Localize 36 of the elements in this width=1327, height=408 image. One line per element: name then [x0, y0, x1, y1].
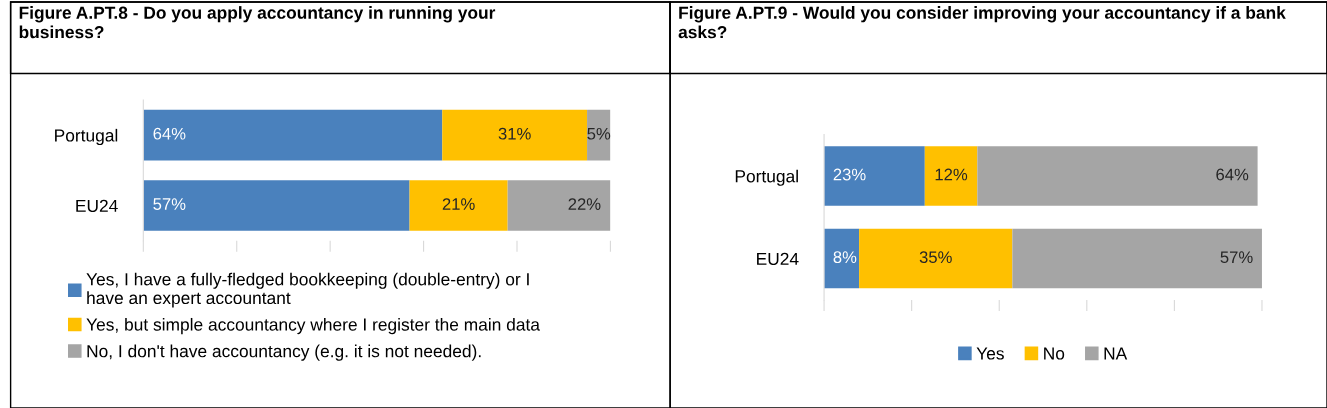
bar — [859, 228, 1013, 289]
legend-label: No — [1044, 347, 1065, 360]
data-label: 23% — [833, 168, 866, 181]
data-label: 31% — [498, 127, 531, 140]
bar — [924, 146, 978, 206]
legend-label: Yes, I have a fully-fledged bookkeeping (double-entry) or I have an expert accountant — [86, 272, 529, 308]
chart-title: Figure A.PT.9 - Would you consider improving your accountancy if a bank asks? — [678, 6, 1286, 39]
y-tick-label: EU24 — [757, 252, 799, 266]
chart-title: Figure A.PT.8 - Do you apply accountancy in running your business? — [19, 6, 496, 39]
bar — [1012, 228, 1262, 289]
data-label: 5% — [587, 127, 611, 140]
y-tick-label: Portugal — [735, 169, 798, 186]
bar — [143, 109, 443, 161]
bar — [824, 228, 860, 289]
legend-label: Yes — [976, 347, 1004, 360]
y-tick-label: Portugal — [55, 128, 118, 146]
bar — [977, 146, 1258, 206]
bar — [143, 180, 410, 231]
data-label: 57% — [1220, 251, 1253, 264]
data-label: 22% — [568, 198, 601, 210]
legend-label: Yes, but simple accountancy where I register the main data — [86, 317, 540, 335]
bar — [442, 109, 588, 161]
data-label: 64% — [1216, 168, 1249, 181]
y-tick-label: EU24 — [76, 199, 118, 212]
data-label: 21% — [442, 198, 475, 210]
data-label: 12% — [935, 168, 968, 181]
data-label: 64% — [153, 127, 186, 140]
data-label: 35% — [919, 251, 952, 264]
bar — [409, 180, 508, 231]
data-label: 57% — [153, 198, 186, 210]
legend-label: No, I don't have accountancy (e.g. it is not needed). — [87, 344, 481, 361]
legend-label: NA — [1104, 347, 1128, 360]
bar — [824, 146, 925, 206]
bar — [587, 109, 611, 161]
data-label: 8% — [833, 251, 857, 264]
bar — [507, 180, 611, 231]
